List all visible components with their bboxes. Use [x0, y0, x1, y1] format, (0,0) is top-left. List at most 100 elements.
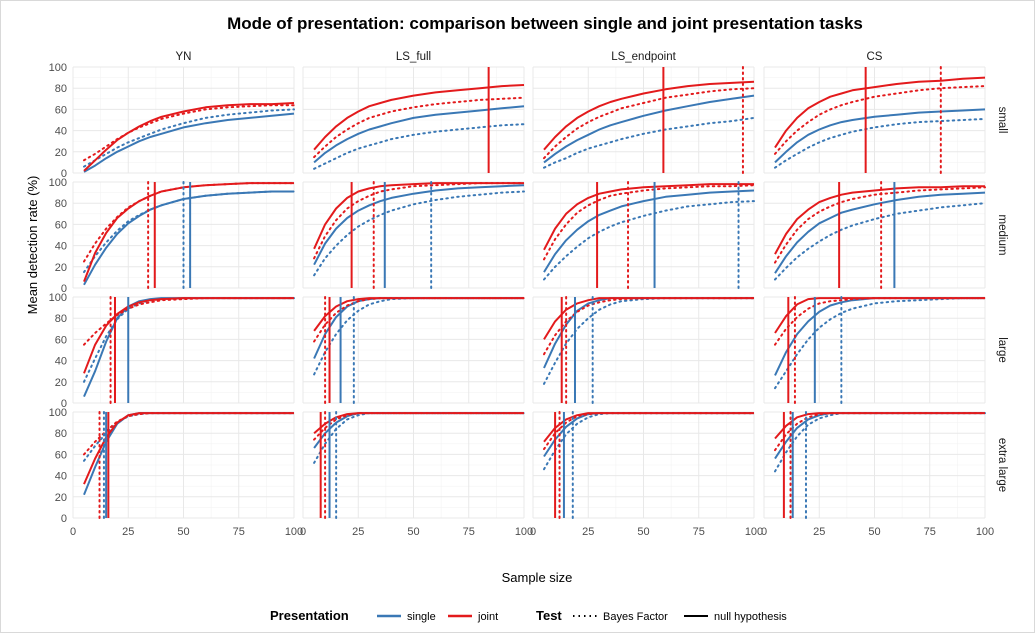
- series-line-joint-bayes-factor: [543, 184, 755, 261]
- series-line-joint-null-hypothesis: [313, 84, 525, 151]
- x-tick-label: 50: [637, 526, 649, 538]
- series-line-joint-null-hypothesis: [83, 102, 295, 172]
- series-line-single-bayes-factor: [543, 200, 755, 281]
- y-tick-label: 0: [61, 168, 67, 180]
- series-line-single-null-hypothesis: [774, 108, 986, 164]
- series-line-single-bayes-factor: [543, 297, 755, 385]
- panel-small-cs: CS small: [763, 51, 1008, 174]
- y-tick-label: 80: [55, 198, 67, 210]
- series-line-joint-bayes-factor: [543, 87, 755, 160]
- facet-row-label: small: [996, 107, 1008, 134]
- x-tick-label: 0: [70, 526, 76, 538]
- facet-column-label: YN: [176, 51, 192, 63]
- series-line-joint-null-hypothesis: [313, 297, 524, 332]
- series-line-joint-bayes-factor: [543, 297, 755, 356]
- x-axis-label: Sample size: [502, 570, 573, 585]
- y-tick-label: 100: [49, 407, 67, 419]
- y-tick-label: 0: [61, 398, 67, 410]
- series-line-joint-null-hypothesis: [774, 412, 985, 440]
- facet-column-label: LS_full: [396, 51, 431, 63]
- series-line-single-bayes-factor: [313, 190, 525, 277]
- facet-column-label: LS_endpoint: [611, 51, 676, 63]
- series-line-single-bayes-factor: [774, 297, 986, 390]
- y-tick-label: 80: [55, 428, 67, 440]
- panel-extra-large-ls-endpoint: 0 25 50 75 100: [530, 411, 763, 538]
- panel-small-yn: 0 20 40 60 80 100 YN: [49, 51, 295, 180]
- y-tick-label: 40: [55, 126, 67, 138]
- y-tick-label: 20: [55, 377, 67, 389]
- series-line-joint-null-hypothesis: [543, 80, 755, 151]
- y-tick-label: 60: [55, 334, 67, 346]
- x-tick-label: 50: [177, 526, 189, 538]
- y-tick-label: 40: [55, 471, 67, 483]
- x-tick-label: 0: [761, 526, 767, 538]
- y-tick-label: 20: [55, 147, 67, 159]
- panel-extra-large-cs: 0 25 50 75 100 extra large: [761, 411, 1008, 538]
- x-tick-label: 25: [582, 526, 594, 538]
- x-tick-label: 75: [924, 526, 936, 538]
- y-tick-label: 80: [55, 83, 67, 95]
- series-line-joint-bayes-factor: [83, 104, 295, 162]
- series-line-joint-null-hypothesis: [83, 297, 294, 374]
- series-line-joint-bayes-factor: [774, 297, 986, 346]
- series-line-joint-bayes-factor: [774, 186, 986, 264]
- y-tick-label: 100: [49, 292, 67, 304]
- legend-label-null-hypothesis: null hypothesis: [714, 611, 787, 623]
- x-tick-label: 25: [813, 526, 825, 538]
- x-tick-label: 50: [868, 526, 880, 538]
- panel-small-ls-endpoint: LS_endpoint: [532, 51, 755, 174]
- y-tick-label: 20: [55, 492, 67, 504]
- y-tick-label: 40: [55, 356, 67, 368]
- y-tick-label: 60: [55, 449, 67, 461]
- y-axis-label: Mean detection rate (%): [25, 176, 40, 315]
- legend-test-title: Test: [536, 608, 562, 623]
- x-tick-label: 50: [407, 526, 419, 538]
- series-line-joint-null-hypothesis: [313, 412, 524, 434]
- series-line-joint-null-hypothesis: [543, 412, 754, 443]
- series-line-joint-null-hypothesis: [83, 182, 294, 282]
- panel-large-cs: large: [763, 296, 1008, 404]
- x-tick-label: 75: [463, 526, 475, 538]
- y-tick-label: 20: [55, 262, 67, 274]
- y-tick-label: 0: [61, 513, 67, 525]
- panel-medium-ls-endpoint: [532, 181, 755, 289]
- facet-column-label: CS: [867, 51, 883, 63]
- legend-label-single: single: [407, 611, 436, 623]
- series-line-joint-null-hypothesis: [774, 185, 985, 255]
- x-tick-label: 100: [976, 526, 994, 538]
- facet-row-label: medium: [996, 215, 1008, 256]
- x-tick-label: 100: [285, 526, 303, 538]
- panel-large-ls-endpoint: [532, 296, 755, 404]
- x-tick-label: 0: [300, 526, 306, 538]
- series-line-joint-null-hypothesis: [774, 297, 985, 334]
- x-tick-label: 25: [122, 526, 134, 538]
- series-line-single-bayes-factor: [83, 108, 295, 168]
- chart-title: Mode of presentation: comparison between…: [227, 14, 863, 33]
- panel-large-yn: 0 20 40 60 80 100: [49, 292, 295, 410]
- panel-medium-yn: 0 20 40 60 80 100: [49, 177, 295, 295]
- x-tick-label: 0: [530, 526, 536, 538]
- panel-medium-cs: medium: [763, 181, 1008, 289]
- legend-label-joint: joint: [477, 611, 498, 623]
- legend-presentation-title: Presentation: [270, 608, 349, 623]
- series-line-single-null-hypothesis: [313, 184, 525, 266]
- series-line-single-null-hypothesis: [83, 190, 294, 286]
- panel-medium-ls-full: [302, 181, 525, 289]
- panel-grid: 0 20 40 60 80 100 YN LS_full LS_endpoint CS small 0…: [49, 51, 1008, 538]
- series-line-single-null-hypothesis: [774, 191, 986, 274]
- x-tick-label: 25: [352, 526, 364, 538]
- series-line-joint-null-hypothesis: [543, 297, 754, 340]
- x-tick-label: 100: [515, 526, 533, 538]
- series-line-joint-null-hypothesis: [543, 183, 754, 251]
- series-line-single-null-hypothesis: [83, 112, 295, 173]
- y-tick-label: 100: [49, 62, 67, 74]
- x-tick-label: 100: [745, 526, 763, 538]
- facet-row-label: large: [996, 337, 1008, 363]
- panel-extra-large-ls-full: 0 25 50 75 100: [300, 411, 533, 538]
- series-line-single-bayes-factor: [774, 202, 986, 281]
- series-line-joint-bayes-factor: [313, 96, 525, 159]
- panel-small-ls-full: LS_full: [302, 51, 525, 174]
- y-tick-label: 80: [55, 313, 67, 325]
